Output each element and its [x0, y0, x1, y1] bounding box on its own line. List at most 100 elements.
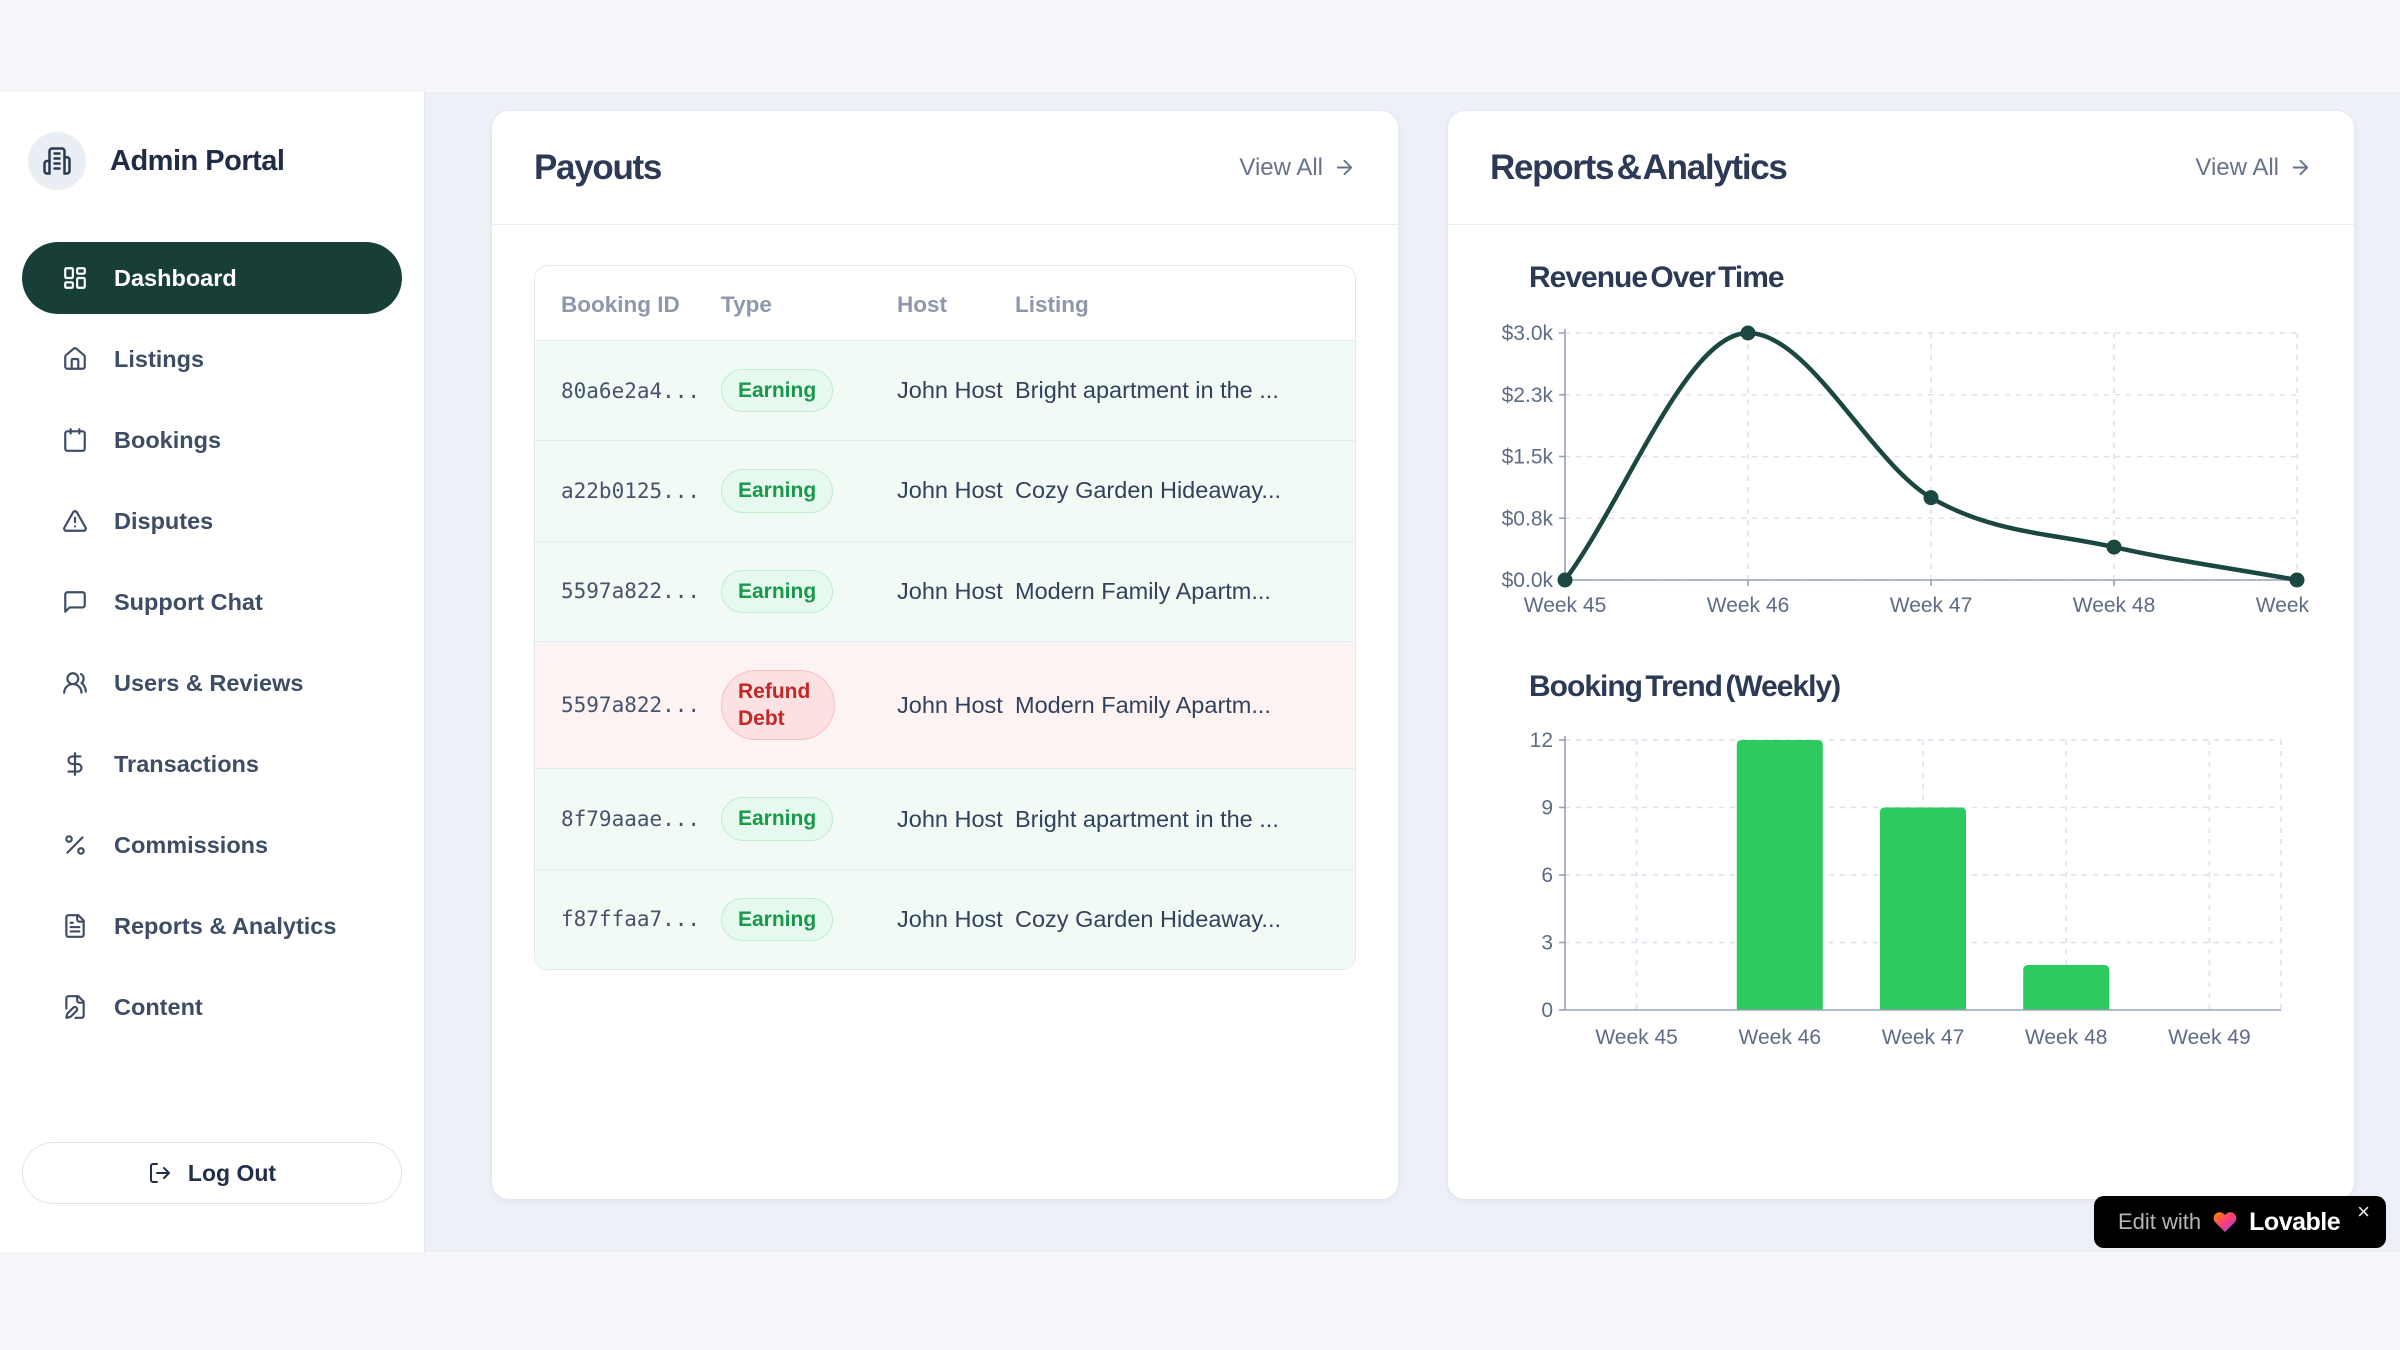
sidebar-item-users-reviews[interactable]: Users & Reviews: [22, 647, 402, 719]
revenue-chart-title: Revenue Over Time: [1529, 261, 1785, 294]
svg-text:Week 49: Week 49: [2168, 1026, 2251, 1049]
dollar-sign-icon: [67, 752, 83, 776]
sidebar-item-label: Transactions: [114, 750, 259, 777]
svg-text:Week 47: Week 47: [1882, 1026, 1965, 1049]
sidebar-nav: Dashboard Listings Bookings Disputes Support…: [22, 242, 402, 1043]
type-cell: Earning: [721, 869, 897, 969]
sidebar-item-reports-analytics[interactable]: Reports & Analytics: [22, 890, 402, 962]
svg-text:$0.8k: $0.8k: [1502, 507, 1554, 530]
sidebar-item-bookings[interactable]: Bookings: [22, 404, 402, 476]
reports-card-header: Reports & Analytics View All: [1448, 111, 2354, 225]
view-all-label: View All: [1239, 153, 1323, 181]
sidebar: Admin Portal Dashboard Listings Bookings Di…: [0, 92, 425, 1252]
listing-cell: Cozy Garden Hideaway...: [1015, 477, 1282, 504]
home-icon: [64, 347, 86, 370]
payouts-view-all-link[interactable]: View All: [1239, 154, 1356, 182]
payouts-card-header: Payouts View All: [492, 111, 1398, 225]
host-cell: John Host: [897, 577, 1003, 604]
logout-button[interactable]: Log Out: [22, 1142, 402, 1204]
table-row: 8f79aaae... Earning John Host Bright apartm…: [535, 768, 1355, 870]
type-badge: Refund Debt: [721, 669, 835, 741]
payouts-table: Booking ID Type Host Listing 80a6e2a4... Ear…: [534, 265, 1356, 971]
host-cell: John Host: [897, 905, 1003, 932]
log-out-icon: [148, 1161, 172, 1185]
svg-text:Week 46: Week 46: [1739, 1026, 1822, 1049]
sidebar-item-listings[interactable]: Listings: [22, 323, 402, 395]
column-header: Booking ID: [535, 266, 721, 341]
booking-id-cell: 5597a822...: [561, 693, 701, 718]
arrow-right-icon: [1336, 159, 1353, 176]
host-cell: John Host: [897, 805, 1003, 832]
type-badge: Earning: [721, 469, 834, 513]
sidebar-item-support-chat[interactable]: Support Chat: [22, 566, 402, 638]
sidebar-item-content[interactable]: Content: [22, 971, 402, 1043]
svg-text:0: 0: [1541, 999, 1553, 1022]
sidebar-item-disputes[interactable]: Disputes: [22, 485, 402, 557]
booking-id-cell: 8f79aaae...: [561, 807, 701, 832]
logo-avatar: [28, 132, 86, 190]
logout-label: Log Out: [187, 1159, 277, 1186]
payouts-card: Payouts View All Booking ID Type Host Listi…: [491, 110, 1399, 1200]
table-row: 5597a822... Earning John Host Modern Family…: [535, 541, 1355, 642]
main-content: Payouts View All Booking ID Type Host Listi…: [425, 92, 2400, 1252]
booking-id-cell: f87ffaa7...: [561, 907, 701, 932]
booking-bar-chart: 0 3 6 9 12 Week 45 Week 46 Week 47 Week 48 Week 4…: [1493, 728, 2309, 1060]
listing-cell: Bright apartment in the ...: [1015, 805, 1279, 832]
users-icon: [63, 672, 87, 694]
sidebar-item-label: Dashboard: [114, 264, 237, 291]
table-row: 80a6e2a4... Earning John Host Bright apartm…: [535, 340, 1355, 441]
type-badge: Earning: [721, 897, 834, 942]
column-header: Host: [897, 266, 1015, 341]
building-icon: [43, 147, 71, 175]
log-out-icon: [149, 1163, 170, 1183]
lovable-badge[interactable]: Edit with Lovable ×: [2094, 1196, 2386, 1248]
column-header: Listing: [1015, 266, 1355, 341]
sidebar-item-label: Commissions: [114, 831, 269, 858]
svg-text:$1.5k: $1.5k: [1502, 446, 1554, 469]
app-title: Admin Portal: [110, 144, 285, 177]
svg-text:Week 48: Week 48: [2073, 594, 2156, 617]
sidebar-item-commissions[interactable]: Commissions: [22, 809, 402, 881]
host-cell: John Host: [897, 377, 1003, 404]
svg-text:$3.0k: $3.0k: [1502, 322, 1554, 345]
table-row: f87ffaa7... Earning John Host Cozy Garden H…: [535, 869, 1355, 970]
svg-text:3: 3: [1541, 932, 1553, 955]
payouts-title: Payouts: [534, 147, 662, 187]
reports-card: Reports & Analytics View All Revenue Ove…: [1447, 110, 2355, 1200]
table-header-row: Booking ID Type Host Listing: [535, 266, 1355, 341]
sidebar-item-dashboard[interactable]: Dashboard: [22, 242, 402, 314]
reports-title: Reports & Analytics: [1490, 147, 1788, 187]
type-badge: Earning: [721, 369, 834, 413]
listing-cell: Cozy Garden Hideaway...: [1015, 905, 1282, 932]
reports-view-all-link[interactable]: View All: [2195, 154, 2312, 182]
svg-text:Week 49: Week 49: [2256, 594, 2311, 617]
host-cell: John Host: [897, 691, 1003, 718]
svg-text:Week 45: Week 45: [1524, 594, 1607, 617]
message-square-icon: [64, 591, 86, 613]
sidebar-item-transactions[interactable]: Transactions: [22, 728, 402, 800]
svg-text:Week 46: Week 46: [1707, 594, 1790, 617]
lovable-brand: Lovable: [2249, 1207, 2341, 1236]
sidebar-spacer: [22, 1043, 402, 1142]
svg-text:9: 9: [1541, 797, 1553, 820]
lovable-heart-icon: [2213, 1212, 2237, 1232]
booking-id-cell: a22b0125...: [561, 478, 701, 503]
svg-text:$0.0k: $0.0k: [1502, 569, 1554, 592]
arrow-right-icon: [2289, 156, 2312, 179]
svg-text:Week 48: Week 48: [2025, 1026, 2108, 1049]
lovable-prefix: Edit with: [2118, 1209, 2202, 1234]
sidebar-item-label: Reports & Analytics: [114, 912, 337, 939]
arrow-right-icon: [1333, 156, 1356, 179]
table-row: 5597a822... Refund Debt John Host Modern Fa…: [535, 641, 1355, 769]
table-row: a22b0125... Earning John Host Cozy Garden H…: [535, 440, 1355, 542]
listing-cell: Bright apartment in the ...: [1015, 377, 1279, 404]
percent-icon: [65, 835, 85, 855]
sidebar-item-label: Support Chat: [114, 588, 263, 615]
host-cell: John Host: [897, 477, 1003, 504]
lovable-close-icon[interactable]: ×: [2357, 1199, 2370, 1224]
app-logo: Admin Portal: [22, 132, 402, 190]
payouts-body: Booking ID Type Host Listing 80a6e2a4... Ear…: [492, 225, 1398, 1010]
sidebar-item-label: Listings: [114, 345, 205, 372]
type-cell: Refund Debt: [721, 641, 897, 769]
calendar-icon: [64, 428, 86, 452]
